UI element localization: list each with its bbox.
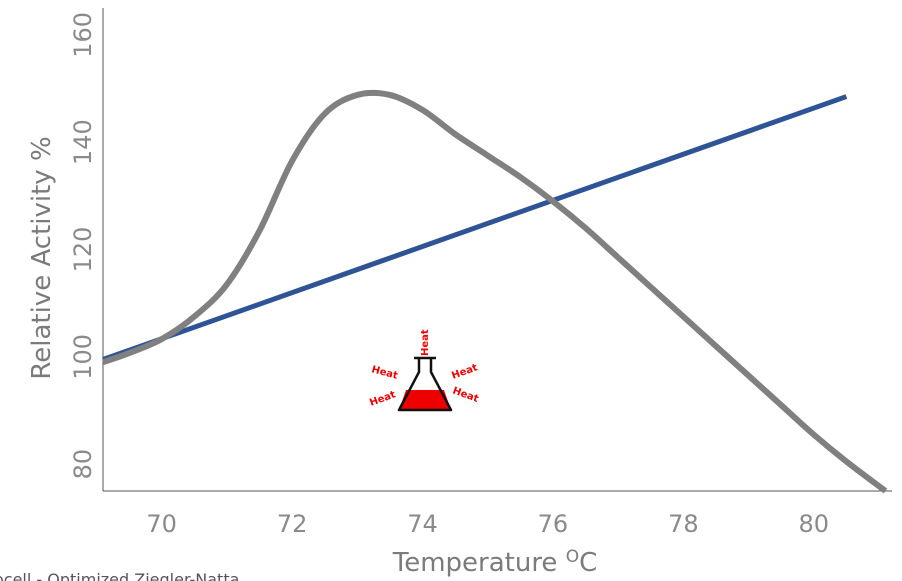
- series-line-2: [102, 89, 888, 494]
- y-tick-labels: 80 100 120 140 160: [69, 12, 97, 480]
- heated-flask-icon: Heat Heat Heat Heat Heat: [368, 329, 480, 412]
- y-tick-label: 140: [69, 119, 97, 165]
- y-tick-label: 120: [69, 227, 97, 273]
- x-axis-title-unit: C: [579, 548, 597, 578]
- footnote: ocell - Optimized Ziegler-Natta: [0, 570, 239, 581]
- series-layer: [102, 89, 888, 494]
- heat-label-lower-right: Heat: [451, 385, 480, 405]
- heat-label-upper-right: Heat: [450, 362, 479, 382]
- x-tick-label: 78: [668, 510, 699, 538]
- x-tick-label: 76: [538, 510, 569, 538]
- series-line-1: [102, 94, 848, 362]
- heat-label-lower-left: Heat: [368, 389, 397, 409]
- heat-label-top: Heat: [420, 329, 431, 356]
- flask-outline: [397, 356, 453, 412]
- x-tick-label: 70: [146, 510, 177, 538]
- heat-label-upper-left: Heat: [370, 364, 399, 382]
- x-tick-label: 80: [798, 510, 829, 538]
- x-axis-title-superscript: O: [566, 547, 579, 567]
- x-tick-label: 74: [407, 510, 438, 538]
- x-axis-title: Temperature OC: [392, 547, 598, 578]
- x-tick-labels: 70 72 74 76 78 80: [146, 510, 829, 538]
- x-tick-label: 72: [277, 510, 308, 538]
- flask-liquid: [399, 390, 451, 410]
- y-axis-title: Relative Activity %: [27, 136, 57, 379]
- y-tick-label: 100: [69, 334, 97, 380]
- x-axis-title-text: Temperature: [392, 548, 566, 578]
- y-tick-label: 80: [69, 449, 97, 480]
- y-tick-label: 160: [69, 12, 97, 58]
